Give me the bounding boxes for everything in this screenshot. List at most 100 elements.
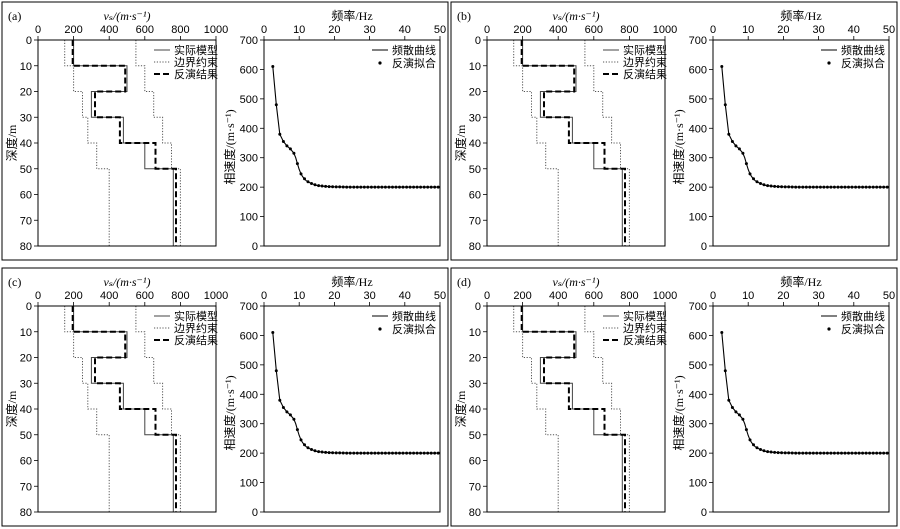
- x-tick-label: 400: [100, 290, 118, 302]
- fit-point: [882, 185, 886, 189]
- fit-point: [317, 450, 321, 454]
- fit-point: [405, 451, 409, 455]
- fit-point: [864, 185, 868, 189]
- fit-point: [752, 177, 755, 181]
- fit-point: [861, 451, 865, 455]
- panel-label: (d): [457, 275, 471, 289]
- x-tick-label: 400: [549, 290, 567, 302]
- y-tick-label: 0: [475, 301, 481, 313]
- y-tick-label: 500: [240, 94, 258, 106]
- fit-point: [345, 451, 349, 455]
- x-tick-label: 40: [848, 24, 860, 36]
- fit-point: [299, 172, 303, 176]
- fit-point: [436, 185, 440, 189]
- fit-point: [331, 451, 335, 455]
- y-axis-title: 深度/m: [453, 390, 468, 427]
- fit-point: [868, 185, 872, 189]
- fit-point: [274, 369, 278, 373]
- profile-plot: vₛ/(m·s⁻¹) 深度/m 0 200 400 600 800 1000 0 10 20 30 40…: [453, 9, 677, 253]
- fit-point: [861, 185, 865, 189]
- fit-point: [334, 185, 338, 189]
- y-tick-label: 30: [20, 378, 32, 390]
- legend-label: 频散曲线: [392, 43, 436, 57]
- fit-point: [433, 185, 437, 189]
- fit-point: [376, 185, 380, 189]
- fit-point: [362, 185, 366, 189]
- x-axis-title: 频率/Hz: [331, 274, 372, 289]
- fit-point: [366, 451, 370, 455]
- x-tick-label: 30: [812, 24, 824, 36]
- y-tick-label: 10: [469, 327, 481, 339]
- fit-point: [429, 185, 433, 189]
- fit-point: [373, 185, 377, 189]
- legend-label: 实际模型: [623, 309, 667, 323]
- y-tick-label: 500: [689, 94, 707, 106]
- legend-label: 实际模型: [174, 43, 218, 57]
- legend-label: 反演结果: [623, 333, 667, 347]
- legend-label: 反演拟合: [392, 322, 436, 336]
- x-tick-label: 600: [136, 290, 154, 302]
- panel-border: [1, 267, 449, 527]
- y-tick-label: 100: [240, 478, 258, 490]
- fit-point: [387, 185, 391, 189]
- fit-point: [797, 185, 801, 189]
- fit-point: [331, 185, 335, 189]
- y-tick-label: 200: [689, 448, 707, 460]
- plot-frame: [37, 305, 217, 513]
- fit-point: [285, 144, 289, 148]
- fit-point: [292, 417, 296, 421]
- fit-point: [857, 451, 861, 455]
- fit-point: [790, 185, 794, 189]
- x-tick-label: 0: [35, 24, 41, 36]
- y-tick-label: 40: [469, 138, 481, 150]
- series-dotted: [64, 306, 110, 512]
- fit-point: [274, 103, 278, 107]
- plot-frame: [263, 305, 441, 513]
- fit-point: [271, 65, 275, 68]
- fit-point: [752, 443, 755, 447]
- y-axis-title: 相速度/(m·s⁻¹): [671, 375, 686, 450]
- fit-point: [310, 448, 313, 451]
- panel-border: [450, 1, 898, 261]
- fit-point: [850, 185, 854, 189]
- y-tick-label: 20: [469, 353, 481, 365]
- fit-point: [415, 451, 419, 455]
- y-tick-label: 20: [20, 353, 32, 365]
- plot-frame: [37, 39, 217, 247]
- fit-point: [730, 140, 734, 143]
- x-axis-title: vₛ/(m·s⁻¹): [553, 275, 600, 289]
- fit-point: [401, 451, 405, 455]
- fit-point: [408, 185, 412, 189]
- y-axis-title: 深度/m: [4, 390, 19, 427]
- fit-point: [840, 185, 843, 189]
- legend-label: 边界约束: [623, 56, 667, 69]
- fit-point: [320, 184, 324, 188]
- fit-point: [854, 185, 858, 189]
- x-tick-label: 50: [434, 290, 446, 302]
- fit-point: [429, 451, 433, 455]
- fit-point: [727, 132, 731, 136]
- fit-point: [801, 451, 805, 455]
- x-tick-label: 30: [363, 24, 375, 36]
- x-axis-title: vₛ/(m·s⁻¹): [553, 9, 600, 23]
- fit-point: [310, 182, 313, 185]
- fit-point: [811, 451, 815, 455]
- panel-label: (c): [8, 275, 21, 289]
- y-axis-title: 相速度/(m·s⁻¹): [671, 109, 686, 184]
- fit-point: [362, 451, 366, 455]
- x-tick-label: 800: [171, 290, 189, 302]
- plot-frame: [486, 39, 666, 247]
- fit-point: [327, 185, 331, 189]
- panel: (c) vₛ/(m·s⁻¹)深度/m0 200 400 600 800 1000010203…: [1, 267, 449, 527]
- fit-point: [843, 451, 847, 455]
- fit-point: [352, 185, 356, 189]
- fit-point: [783, 185, 787, 189]
- x-tick-label: 1000: [653, 24, 677, 36]
- fit-point: [737, 147, 741, 151]
- fit-point: [766, 450, 770, 454]
- x-axis-title: 频率/Hz: [780, 8, 821, 23]
- fit-point: [755, 180, 759, 184]
- fit-point: [306, 446, 310, 450]
- x-tick-label: 50: [434, 24, 446, 36]
- series-dashed: [71, 40, 177, 246]
